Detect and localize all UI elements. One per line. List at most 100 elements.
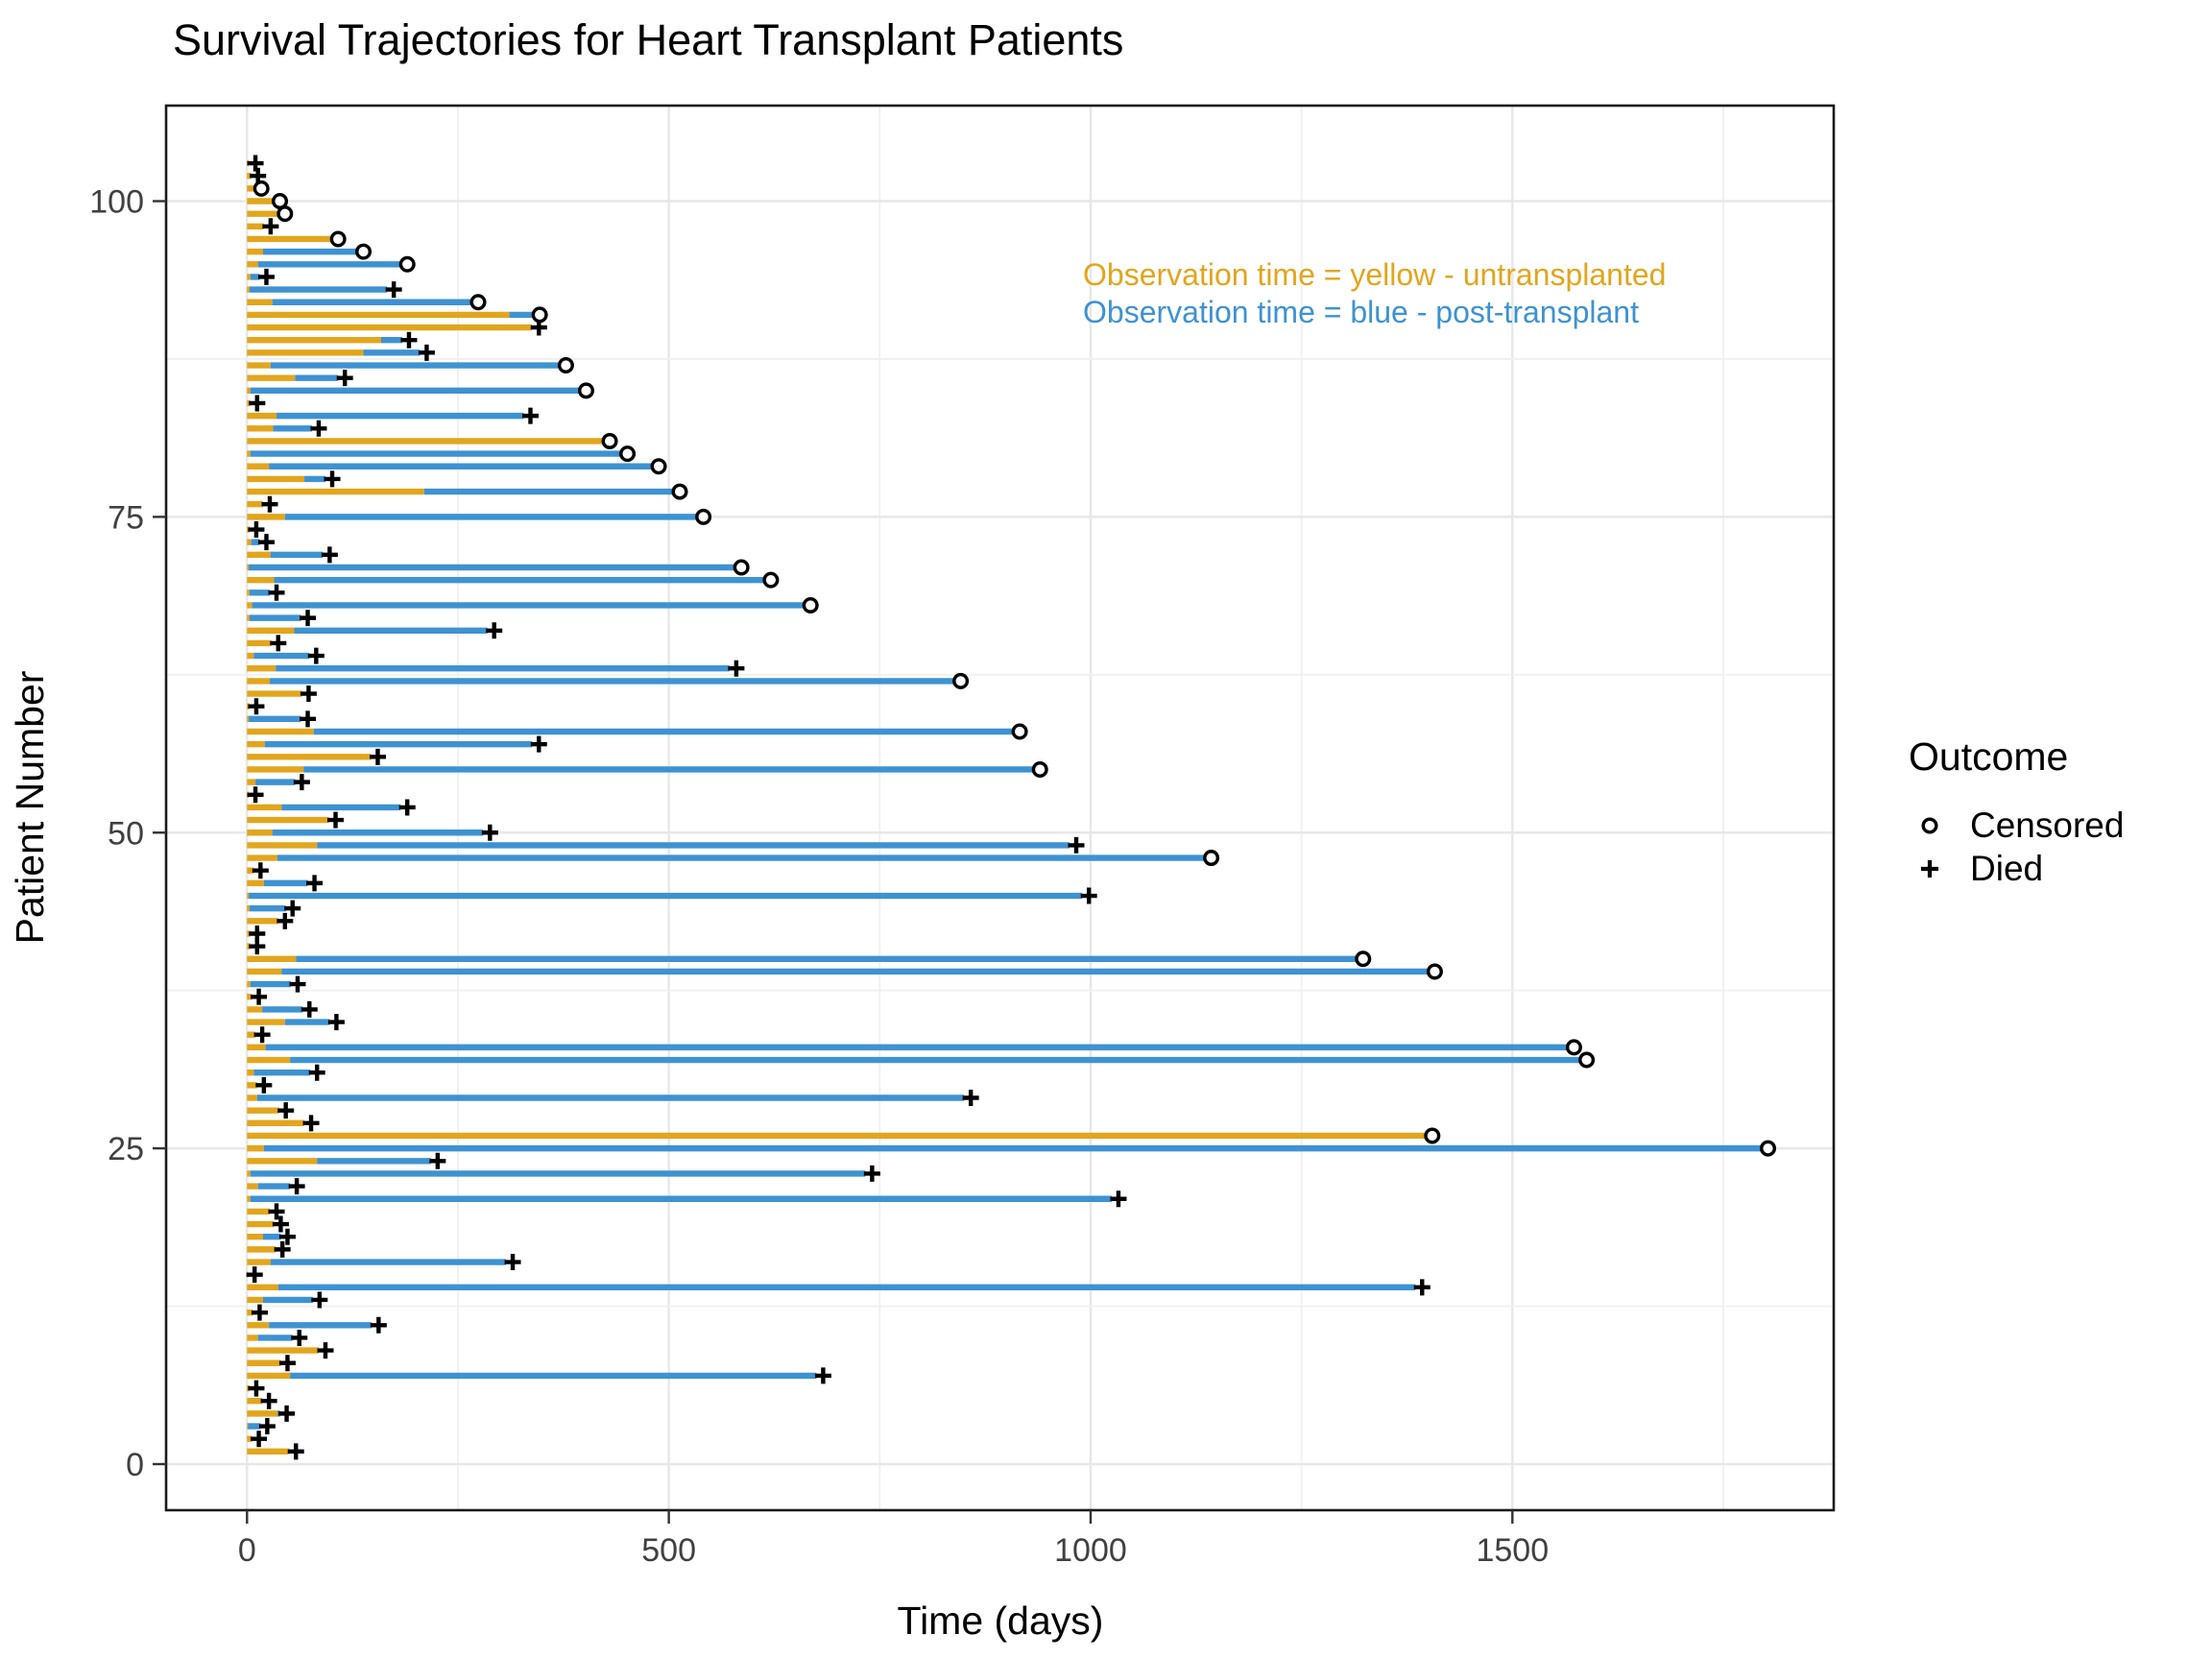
- died-marker-icon: [863, 1165, 880, 1182]
- died-marker-icon: [260, 1392, 277, 1409]
- plot-panel: [166, 106, 1834, 1510]
- censored-marker-icon: [1760, 1140, 1777, 1157]
- died-marker-icon: [429, 1152, 446, 1169]
- died-marker-icon: [262, 218, 279, 235]
- died-marker-icon: [302, 1115, 320, 1132]
- died-marker-icon: [249, 395, 266, 412]
- censored-marker-icon: [557, 357, 574, 374]
- died-marker-icon: [278, 1405, 296, 1422]
- died-marker-icon: [278, 1228, 296, 1245]
- died-marker-icon: [246, 1266, 263, 1284]
- died-marker-icon: [248, 1380, 265, 1397]
- x-tick-label: 1000: [1054, 1532, 1127, 1569]
- y-tick-label: 0: [126, 1447, 144, 1483]
- censored-marker-icon: [733, 559, 750, 576]
- legend-item-label: Censored: [1970, 805, 2124, 845]
- censored-marker-icon: [601, 432, 618, 449]
- died-marker-icon: [481, 824, 498, 841]
- died-marker-icon: [327, 811, 345, 829]
- censored-marker-icon: [252, 180, 270, 197]
- died-marker-icon: [253, 1026, 271, 1044]
- died-marker-icon: [255, 1076, 273, 1094]
- legend-item-censored: Censored: [1921, 805, 2124, 845]
- died-marker-icon: [398, 799, 416, 816]
- died-marker-icon: [418, 344, 435, 361]
- died-marker-icon: [1080, 887, 1097, 904]
- died-marker-icon: [278, 1355, 296, 1372]
- censored-marker-icon: [272, 192, 289, 209]
- died-marker-icon: [311, 1291, 328, 1309]
- died-marker-icon: [248, 698, 265, 715]
- censored-marker-icon: [355, 243, 373, 260]
- died-marker-icon: [307, 647, 325, 664]
- died-marker-icon: [324, 470, 341, 488]
- died-marker-icon: [250, 167, 267, 184]
- died-marker-icon: [1921, 860, 1938, 878]
- x-tick-label: 500: [641, 1532, 696, 1569]
- died-marker-icon: [258, 1418, 276, 1435]
- legend-item-died: Died: [1921, 849, 2043, 888]
- censored-marker-icon: [802, 596, 819, 613]
- died-marker-icon: [257, 268, 275, 285]
- died-marker-icon: [308, 1064, 325, 1081]
- died-marker-icon: [728, 660, 745, 677]
- died-marker-icon: [252, 862, 269, 879]
- annotation-untransplanted: Observation time = yellow - untransplant…: [1083, 257, 1666, 292]
- died-marker-icon: [261, 495, 278, 513]
- died-marker-icon: [251, 1431, 268, 1448]
- died-marker-icon: [1110, 1190, 1127, 1208]
- x-axis-title: Time (days): [898, 1599, 1104, 1643]
- died-marker-icon: [306, 875, 324, 892]
- died-marker-icon: [400, 331, 418, 349]
- annotation-posttransplant: Observation time = blue - post-transplan…: [1083, 295, 1639, 329]
- died-marker-icon: [1413, 1279, 1431, 1296]
- died-marker-icon: [293, 774, 310, 791]
- y-tick-label: 50: [108, 815, 144, 852]
- y-axis-title: Patient Number: [8, 671, 52, 945]
- died-marker-icon: [251, 988, 268, 1005]
- censored-marker-icon: [1031, 760, 1048, 778]
- censored-marker-icon: [1355, 950, 1372, 968]
- censored-marker-icon: [577, 382, 594, 399]
- axis-ticks: 0 500 1000 1500 0 25 50 75 100: [89, 184, 1549, 1570]
- died-marker-icon: [336, 370, 353, 387]
- censored-marker-icon: [531, 306, 548, 324]
- died-marker-icon: [504, 1254, 521, 1271]
- legend: Outcome Censored Died: [1909, 734, 2124, 888]
- died-marker-icon: [289, 975, 306, 993]
- died-marker-icon: [270, 635, 287, 652]
- died-marker-icon: [276, 912, 294, 929]
- died-marker-icon: [300, 610, 317, 627]
- censored-marker-icon: [1426, 963, 1443, 980]
- censored-marker-icon: [1921, 817, 1938, 834]
- x-tick-label: 0: [238, 1532, 256, 1569]
- died-marker-icon: [249, 925, 266, 942]
- died-marker-icon: [814, 1367, 831, 1384]
- died-marker-icon: [247, 155, 264, 172]
- y-tick-label: 75: [108, 499, 144, 536]
- censored-marker-icon: [1565, 1039, 1582, 1056]
- censored-marker-icon: [619, 445, 637, 463]
- died-marker-icon: [370, 1316, 387, 1334]
- died-marker-icon: [251, 1304, 268, 1321]
- died-marker-icon: [288, 1178, 305, 1195]
- died-marker-icon: [385, 281, 402, 299]
- died-marker-icon: [300, 685, 317, 703]
- died-marker-icon: [291, 1329, 308, 1346]
- died-marker-icon: [1068, 836, 1085, 854]
- censored-marker-icon: [398, 255, 416, 273]
- died-marker-icon: [247, 786, 264, 804]
- outcome-markers: [246, 155, 1777, 1460]
- censored-marker-icon: [329, 230, 347, 248]
- y-tick-label: 25: [108, 1131, 144, 1167]
- died-marker-icon: [257, 534, 275, 551]
- patient-bars: [247, 159, 1762, 1455]
- legend-title: Outcome: [1909, 734, 2068, 779]
- died-marker-icon: [522, 407, 540, 424]
- censored-marker-icon: [695, 508, 712, 525]
- legend-item-label: Died: [1970, 849, 2043, 888]
- page-title: Survival Trajectories for Heart Transpla…: [173, 15, 1123, 64]
- died-marker-icon: [274, 1240, 291, 1258]
- died-marker-icon: [268, 1203, 285, 1220]
- died-marker-icon: [369, 748, 386, 765]
